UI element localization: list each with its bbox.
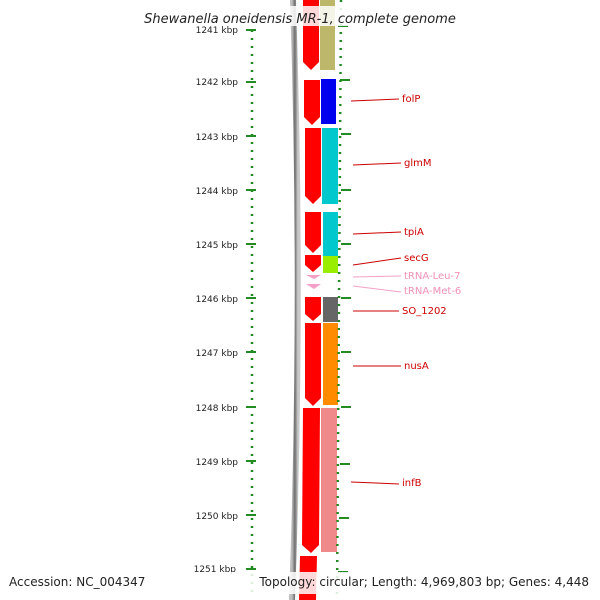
kbp-label: 1247 kbp (196, 349, 239, 359)
kbp-label: 1245 kbp (196, 241, 239, 251)
cds-arrow (305, 128, 321, 204)
gene-label-folP: folP (402, 94, 420, 105)
kbp-label: 1249 kbp (196, 458, 239, 468)
gene-label-tpiA: tpiA (404, 227, 424, 238)
cds-arrow (305, 255, 321, 272)
gene-label-infB: infB (402, 478, 422, 489)
cds-arrow (305, 212, 321, 253)
major-ticks-left (246, 29, 256, 570)
gene-label-nusA: nusA (404, 361, 429, 372)
gene-label-secG: secG (404, 253, 429, 264)
kbp-label: 1242 kbp (196, 78, 239, 88)
cds-arrow (305, 323, 321, 406)
cds-arrow (305, 297, 321, 321)
trna-arrow (306, 275, 321, 279)
gene-label-glmM: glmM (404, 158, 432, 169)
footer-background (0, 572, 600, 594)
kbp-label: 1243 kbp (196, 133, 239, 143)
category-boxes (320, 0, 338, 552)
major-ticks-right (338, 25, 351, 573)
gene-labels[interactable]: folP glmM tpiA secG tRNA-Leu-7 tRNA-Met-… (402, 94, 461, 489)
kbp-ruler: 1241 kbp 1242 kbp 1243 kbp 1244 kbp 1245… (194, 26, 239, 575)
genome-backbone (289, 0, 301, 600)
title-background (130, 6, 470, 26)
kbp-label: 1251 kbp (194, 565, 237, 575)
genome-summary: Topology: circular; Length: 4,969,803 bp… (258, 575, 589, 589)
kbp-label: 1250 kbp (196, 512, 239, 522)
map-title: Shewanella oneidensis MR-1, complete gen… (144, 12, 456, 27)
kbp-label: 1244 kbp (196, 187, 239, 197)
gene-label-tRNA-Leu-7: tRNA-Leu-7 (404, 271, 460, 282)
gene-label-SO_1202: SO_1202 (402, 306, 447, 317)
kbp-label: 1241 kbp (196, 26, 239, 36)
trna-arrow (306, 284, 321, 289)
cds-arrow (302, 408, 320, 553)
kbp-label: 1248 kbp (196, 404, 239, 414)
cds-arrow (304, 80, 320, 125)
cds-arrows[interactable] (299, 0, 321, 600)
gene-connectors (350, 98, 402, 485)
kbp-label: 1246 kbp (196, 295, 239, 305)
gene-label-tRNA-Met-6: tRNA-Met-6 (404, 286, 461, 297)
accession-text: Accession: NC_004347 (9, 575, 145, 589)
